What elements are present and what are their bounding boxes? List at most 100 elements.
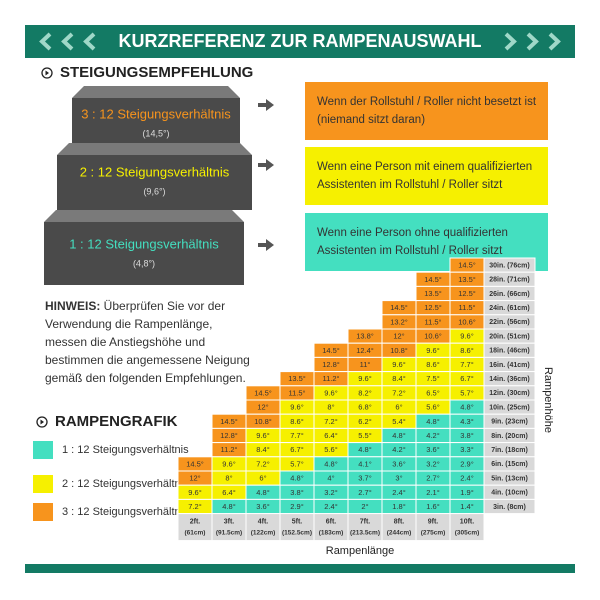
row-label: 22in. (56cm)	[489, 319, 529, 326]
cell-text: 11.5°	[424, 317, 441, 326]
cell-text: 6.7°	[460, 374, 473, 383]
cell-text: 13.8°	[356, 332, 374, 341]
column-label: 6ft.	[326, 518, 337, 525]
row-label: 10in. (25cm)	[489, 404, 529, 411]
recommendation-text: Wenn eine Person ohne qualifizierten	[317, 227, 508, 239]
note-text: messen die Anstiegshöhe und	[45, 335, 205, 349]
step-ratio: 1 : 12 Steigungsverhältnis	[69, 236, 219, 251]
cell-text: 10.6°	[424, 332, 442, 341]
header-chevrons	[39, 32, 561, 51]
cell-text: 6.4°	[324, 431, 337, 440]
recommendation-text: Wenn der Rollstuhl / Roller nicht besetz…	[317, 96, 537, 108]
cell-text: 9.6°	[256, 431, 269, 440]
heading-icon	[36, 416, 48, 428]
cell-text: 14.5°	[390, 303, 408, 312]
note-text: Überprüfen Sie vor der	[100, 299, 225, 313]
cell-text: 1.4°	[460, 502, 473, 511]
header-title: KURZREFERENZ ZUR RAMPENAUSWAHL	[119, 31, 482, 51]
cell-text: 12.8°	[220, 431, 238, 440]
column-label: (183cm)	[319, 529, 344, 536]
cell-text: 6°	[259, 474, 266, 483]
recommendation-text: Wenn eine Person mit einem qualifizierte…	[317, 161, 532, 173]
cell-text: 9.6°	[222, 459, 235, 468]
cell-text: 8°	[327, 403, 334, 412]
column-label-cell	[381, 513, 417, 542]
cell-text: 7.7°	[290, 431, 303, 440]
note-text: bestimmen die angemessene Neigung	[45, 353, 250, 367]
row-label: 30in. (76cm)	[489, 262, 529, 269]
cell-text: 10.6°	[458, 317, 476, 326]
legend-swatch	[33, 441, 53, 459]
column-label: (275cm)	[421, 529, 446, 536]
cell-text: 4.8°	[358, 445, 371, 454]
cell-text: 14.5°	[458, 261, 476, 270]
cell-text: 11°	[360, 360, 371, 369]
row-label: 7in. (18cm)	[491, 447, 528, 454]
arrow	[258, 99, 274, 111]
legend-swatch	[33, 475, 53, 493]
column-label: 8ft.	[394, 518, 405, 525]
column-label: 7ft.	[360, 518, 371, 525]
legend-label: 1 : 12 Steigungsverhältnis	[62, 444, 189, 456]
column-label: 5ft.	[292, 518, 303, 525]
row-label: 14in. (36cm)	[489, 376, 529, 383]
cell-text: 7.2°	[256, 459, 269, 468]
row-label: 4in. (10cm)	[491, 490, 528, 497]
cell-text: 7.5°	[426, 374, 439, 383]
column-label: (91.5cm)	[216, 529, 242, 536]
row-label: 16in. (41cm)	[489, 362, 529, 369]
cell-text: 10.8°	[390, 346, 408, 355]
cell-text: 14.5°	[254, 388, 272, 397]
x-axis-title: Rampenlänge	[326, 545, 395, 557]
cell-text: 5.7°	[460, 388, 473, 397]
cell-text: 3.6°	[426, 445, 439, 454]
cell-text: 9.6°	[426, 346, 439, 355]
note-text: gemäß den folgenden Empfehlungen.	[45, 371, 246, 385]
cell-text: 3.8°	[290, 488, 303, 497]
legend-swatch	[33, 503, 53, 521]
step-angle: (9,6°)	[143, 186, 165, 196]
column-label: 4ft.	[258, 518, 269, 525]
cell-text: 2.9°	[460, 459, 473, 468]
cell-text: 5.4°	[392, 417, 405, 426]
row-label-cell	[483, 498, 536, 515]
column-label-cell	[449, 513, 485, 542]
cell-text: 12°	[393, 332, 404, 341]
cell-text: 13.5°	[458, 275, 476, 284]
cell-text: 13.5°	[424, 289, 442, 298]
row-label: 28in. (71cm)	[489, 277, 529, 284]
cell-text: 12.5°	[458, 289, 476, 298]
cell-text: 3.2°	[426, 459, 439, 468]
cell-text: 2.4°	[460, 474, 473, 483]
cell-text: 8.4°	[256, 445, 269, 454]
column-label: (213.5cm)	[350, 529, 380, 536]
step-top	[44, 210, 244, 222]
cell-text: 12°	[257, 403, 268, 412]
step-top	[57, 143, 252, 155]
row-label: 6in. (15cm)	[491, 461, 528, 468]
cell-text: 8°	[225, 474, 232, 483]
cell-text: 8.4°	[392, 374, 405, 383]
legend-label: 2 : 12 Steigungsverhältnis	[62, 478, 189, 490]
cell-text: 3.6°	[392, 459, 405, 468]
cell-text: 10.8°	[254, 417, 272, 426]
cell-text: 4.8°	[392, 431, 405, 440]
cell-text: 3°	[395, 474, 402, 483]
cell-text: 8.2°	[358, 388, 371, 397]
cell-text: 5.6°	[426, 403, 439, 412]
row-label: 24in. (61cm)	[489, 305, 529, 312]
cell-text: 2.4°	[324, 502, 337, 511]
legend-label: 3 : 12 Steigungsverhältnis	[62, 506, 189, 518]
column-label: (152.5cm)	[282, 529, 312, 536]
cell-text: 13.2°	[390, 317, 408, 326]
cell-text: 4.8°	[460, 403, 473, 412]
cell-text: 14.5°	[322, 346, 340, 355]
note: HINWEIS: Überprüfen Sie vor der	[45, 299, 225, 313]
cell-text: 12°	[189, 474, 200, 483]
cell-text: 6.7°	[290, 445, 303, 454]
cell-text: 6.8°	[358, 403, 371, 412]
cell-text: 2.7°	[426, 474, 439, 483]
cell-text: 5.7°	[290, 459, 303, 468]
row-label: 20in. (51cm)	[489, 333, 529, 340]
cell-text: 3.8°	[460, 431, 473, 440]
